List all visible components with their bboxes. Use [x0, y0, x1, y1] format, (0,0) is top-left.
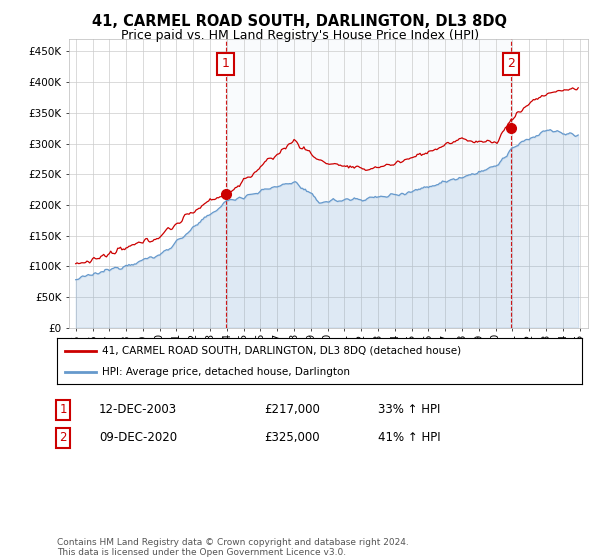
- Text: £217,000: £217,000: [264, 403, 320, 417]
- Text: Price paid vs. HM Land Registry's House Price Index (HPI): Price paid vs. HM Land Registry's House …: [121, 29, 479, 42]
- Text: HPI: Average price, detached house, Darlington: HPI: Average price, detached house, Darl…: [101, 367, 350, 377]
- Text: £325,000: £325,000: [264, 431, 320, 445]
- Text: 1: 1: [59, 403, 67, 417]
- Text: 33% ↑ HPI: 33% ↑ HPI: [378, 403, 440, 417]
- Text: 41, CARMEL ROAD SOUTH, DARLINGTON, DL3 8DQ: 41, CARMEL ROAD SOUTH, DARLINGTON, DL3 8…: [92, 14, 508, 29]
- Bar: [226, 39, 511, 328]
- Text: 12-DEC-2003: 12-DEC-2003: [99, 403, 177, 417]
- Text: 2: 2: [59, 431, 67, 445]
- Text: Contains HM Land Registry data © Crown copyright and database right 2024.
This d: Contains HM Land Registry data © Crown c…: [57, 538, 409, 557]
- Text: 09-DEC-2020: 09-DEC-2020: [99, 431, 177, 445]
- Text: 41, CARMEL ROAD SOUTH, DARLINGTON, DL3 8DQ (detached house): 41, CARMEL ROAD SOUTH, DARLINGTON, DL3 8…: [101, 346, 461, 356]
- Text: 2: 2: [507, 57, 515, 70]
- Text: 41% ↑ HPI: 41% ↑ HPI: [378, 431, 440, 445]
- Text: 1: 1: [221, 57, 229, 70]
